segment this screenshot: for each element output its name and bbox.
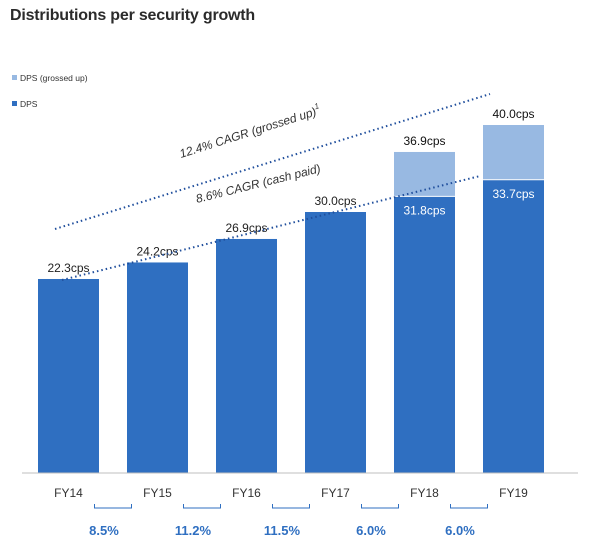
growth-rate-label-1: 8.5% bbox=[89, 523, 119, 538]
value-label-dps-FY15: 24.2cps bbox=[136, 244, 178, 258]
growth-bracket-2 bbox=[183, 504, 221, 509]
legend-label-grossed-up: DPS (grossed up) bbox=[20, 72, 88, 83]
bar-dps-FY14 bbox=[38, 278, 99, 473]
bar-dps-FY15 bbox=[127, 262, 188, 473]
growth-rate-label-4: 6.0% bbox=[356, 523, 386, 538]
x-tick-label-FY19: FY19 bbox=[499, 486, 528, 500]
legend-label-dps: DPS bbox=[20, 98, 38, 109]
bar-dps-FY16 bbox=[216, 238, 277, 473]
x-tick-label-FY16: FY16 bbox=[232, 486, 261, 500]
value-label-dps-FY14: 22.3cps bbox=[47, 261, 89, 275]
value-label-grossed-up-FY19: 40.0cps bbox=[492, 107, 534, 121]
cagr-cash-paid-label: 8.6% CAGR (cash paid) bbox=[194, 161, 322, 206]
value-label-dps-FY17: 30.0cps bbox=[314, 194, 356, 208]
value-label-grossed-up-FY18: 36.9cps bbox=[403, 134, 445, 148]
growth-bracket-3 bbox=[272, 504, 310, 509]
bar-grossed-up-FY19 bbox=[483, 125, 544, 180]
x-tick-label-FY17: FY17 bbox=[321, 486, 350, 500]
chart-title: Distributions per security growth bbox=[10, 7, 255, 24]
growth-rate-labels: 8.5% 11.2% 11.5% 6.0% 6.0% bbox=[89, 523, 475, 538]
growth-bracket-5 bbox=[450, 504, 488, 509]
bar-dps-FY17 bbox=[305, 212, 366, 473]
bar-dps-FY18 bbox=[394, 196, 455, 473]
bars-group: 22.3cps 24.2cps 26.9cps 30.0cps 31.8cps 36.9c… bbox=[38, 107, 544, 473]
growth-rate-label-5: 6.0% bbox=[445, 523, 475, 538]
growth-bracket-4 bbox=[361, 504, 399, 509]
x-tick-label-FY18: FY18 bbox=[410, 486, 439, 500]
growth-rate-label-2: 11.2% bbox=[175, 523, 212, 538]
legend-swatch-dps bbox=[12, 101, 17, 107]
value-label-dps-FY19: 33.7cps bbox=[492, 187, 534, 201]
x-tick-label-FY14: FY14 bbox=[54, 486, 83, 500]
legend-swatch-grossed-up bbox=[12, 75, 17, 81]
growth-rate-label-3: 11.5% bbox=[264, 523, 301, 538]
x-tick-label-FY15: FY15 bbox=[143, 486, 172, 500]
value-label-dps-FY16: 26.9cps bbox=[225, 221, 267, 235]
category-labels: FY14 FY15 FY16 FY17 FY18 FY19 bbox=[54, 486, 528, 500]
value-label-dps-FY18: 31.8cps bbox=[403, 203, 445, 217]
legend-item-dps: DPS bbox=[12, 95, 37, 113]
growth-bracket-1 bbox=[94, 504, 132, 509]
growth-brackets bbox=[94, 504, 488, 509]
bar-dps-FY19 bbox=[483, 179, 544, 473]
legend-item-dps-grossed-up: DPS (grossed up) bbox=[12, 69, 88, 87]
